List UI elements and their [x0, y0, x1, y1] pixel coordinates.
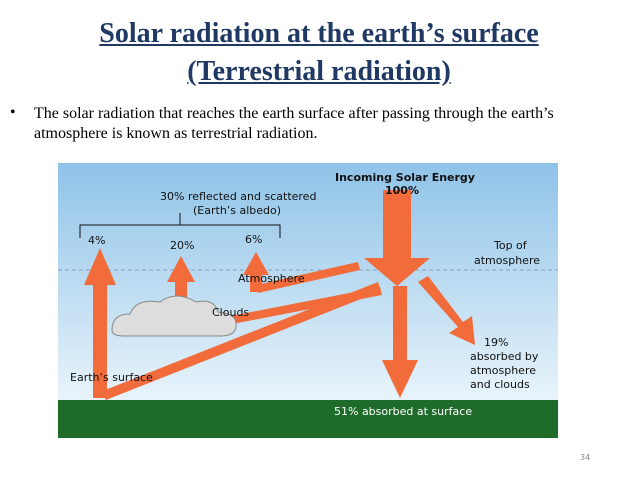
absorbed-atm: atmosphere [470, 364, 536, 377]
reflected-label: (Earth’s albedo) [193, 204, 281, 217]
title-line: Solar radiation at the earth’s surface [99, 18, 539, 49]
reflected-part: 4% [88, 234, 105, 247]
absorbed-atm: and clouds [470, 378, 530, 391]
reflected-part: 6% [245, 233, 262, 246]
bullet-text: The solar radiation that reaches the ear… [34, 105, 554, 142]
title-line: (Terrestrial radiation) [187, 56, 451, 87]
page-number: 34 [580, 453, 590, 462]
absorbed-surface: 51% absorbed at surface [334, 405, 472, 418]
clouds-label: Clouds [212, 306, 249, 319]
sky [58, 163, 558, 403]
atmosphere-label: Atmosphere [238, 272, 305, 285]
bracket [79, 213, 281, 238]
top-label: atmosphere [474, 254, 540, 267]
incoming-label: Incoming Solar Energy [335, 171, 475, 184]
cloud [111, 295, 237, 337]
incoming-pct: 100% [385, 184, 419, 197]
absorbed-atm: 19% [484, 336, 508, 349]
absorbed-atm: absorbed by [470, 350, 539, 363]
top-label: Top of [493, 239, 528, 252]
bullet-dot: • [10, 104, 16, 121]
reflected-part: 20% [170, 239, 194, 252]
arrows [84, 190, 475, 400]
reflected-label: 30% reflected and scattered [160, 190, 316, 203]
surface-label: Earth’s surface [70, 371, 153, 384]
ground [58, 400, 558, 438]
